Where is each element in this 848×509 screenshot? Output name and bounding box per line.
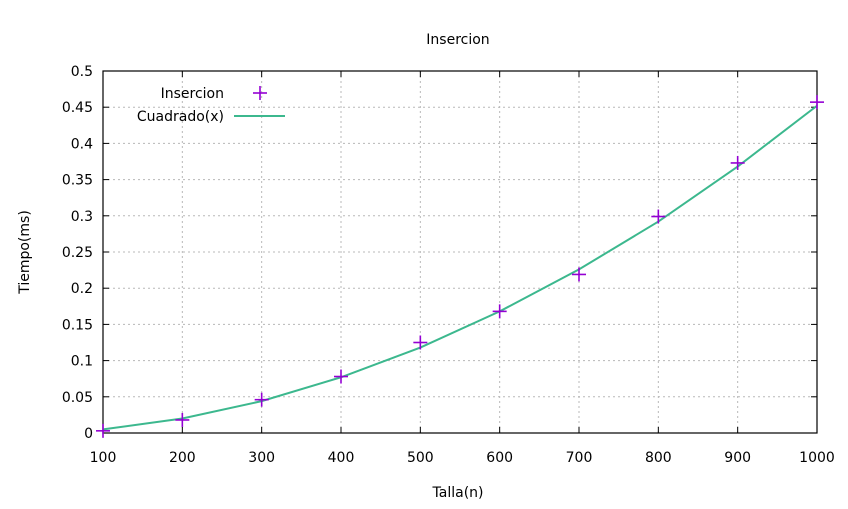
data-point: [334, 369, 348, 384]
y-tick-label: 0.15: [62, 317, 93, 333]
data-point: [175, 412, 190, 427]
x-tick-label: 500: [407, 450, 434, 466]
y-axis-title: Tiempo(ms): [17, 210, 33, 295]
y-tick-label: 0.4: [71, 136, 93, 152]
data-point: [730, 155, 745, 170]
chart-title: Insercion: [426, 32, 489, 48]
x-tick-label: 900: [724, 450, 751, 466]
data-point: [413, 335, 428, 350]
y-tick-label: 0.05: [62, 390, 93, 406]
data-point: [651, 209, 666, 224]
legend-label-cuadrado: Cuadrado(x): [137, 109, 224, 125]
data-point: [254, 392, 269, 407]
y-tick-label: 0: [84, 426, 93, 442]
y-tick-label: 0.5: [71, 64, 93, 80]
y-tick-label: 0.1: [71, 354, 93, 370]
legend: Insercion Cuadrado(x): [137, 86, 285, 125]
legend-marker-insercion: [253, 86, 267, 100]
y-tick-label: 0.25: [62, 245, 93, 261]
y-tick-label: 0.35: [62, 173, 93, 189]
data-point: [572, 267, 586, 282]
x-tick-label: 700: [566, 450, 593, 466]
data-point: [492, 304, 507, 319]
data-point: [810, 95, 824, 110]
x-axis-title: Talla(n): [432, 485, 484, 501]
x-tick-label: 100: [90, 450, 117, 466]
y-tick-label: 0.45: [62, 100, 93, 116]
series-layer: [96, 95, 824, 438]
grid-lines: [103, 71, 817, 433]
x-tick-label: 300: [248, 450, 275, 466]
x-tick-label: 400: [328, 450, 355, 466]
data-point: [96, 423, 110, 438]
x-tick-label: 800: [645, 450, 672, 466]
x-tick-label: 600: [486, 450, 513, 466]
y-tick-label: 0.3: [71, 209, 93, 225]
x-tick-label: 1000: [799, 450, 835, 466]
axis-ticks: 100 200 300 400 500 600 700 800 900 1000 0 0.05 0.1 0…: [62, 64, 835, 466]
x-tick-label: 200: [169, 450, 196, 466]
series-line-cuadrado: [102, 104, 818, 431]
legend-label-insercion: Insercion: [161, 86, 224, 102]
y-tick-label: 0.2: [71, 281, 93, 297]
